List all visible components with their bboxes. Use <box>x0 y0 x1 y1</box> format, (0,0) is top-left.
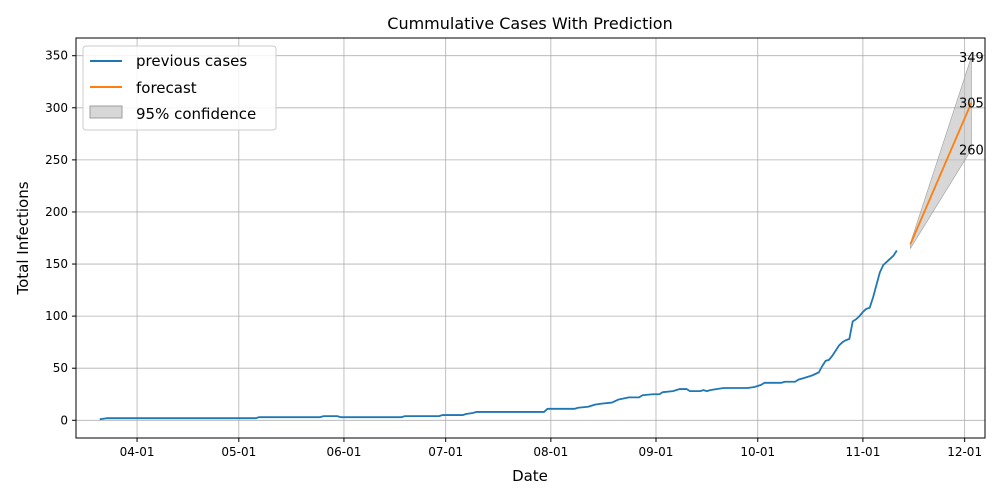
chart-title: Cummulative Cases With Prediction <box>387 14 672 33</box>
y-tick-label: 50 <box>53 361 68 375</box>
annotation-label: 349 <box>959 51 984 66</box>
confidence-band-layer <box>910 56 972 250</box>
series-layer <box>99 102 973 421</box>
y-tick-label: 0 <box>60 413 68 427</box>
legend-label-forecast: forecast <box>136 79 197 97</box>
x-axis-label: Date <box>512 467 548 485</box>
x-tick-label: 11-01 <box>845 445 880 459</box>
x-tick-label: 12-01 <box>947 445 982 459</box>
y-tick-label: 200 <box>45 205 68 219</box>
legend-box <box>82 45 277 131</box>
series-line-forecast <box>909 102 973 245</box>
y-tick-label: 350 <box>45 49 68 63</box>
grid-lines <box>76 38 985 438</box>
legend-label-confidence: 95% confidence <box>136 105 256 123</box>
y-tick-label: 300 <box>45 101 68 115</box>
annotation-label: 260 <box>959 143 984 158</box>
legend: previous cases forecast 95% confidence <box>82 45 277 131</box>
x-tick-label: 04-01 <box>120 445 155 459</box>
y-axis-ticks: 0 50 100 150 200 250 300 350 <box>45 49 76 427</box>
plot-frame <box>75 37 986 439</box>
annotation-label: 305 <box>959 97 984 112</box>
x-tick-label: 08-01 <box>533 445 568 459</box>
y-tick-label: 250 <box>45 153 68 167</box>
x-tick-label: 09-01 <box>639 445 674 459</box>
legend-swatch-confidence <box>89 105 123 119</box>
x-axis-ticks: 04-01 05-01 06-01 07-01 08-01 09-01 10-01 11-01… <box>120 438 982 459</box>
annotation-layer: 349 305 260 <box>959 51 984 159</box>
x-tick-label: 06-01 <box>327 445 362 459</box>
x-tick-label: 05-01 <box>221 445 256 459</box>
y-axis-label: Total Infections <box>14 181 32 295</box>
legend-label-previous-cases: previous cases <box>136 52 247 70</box>
x-tick-label: 07-01 <box>428 445 463 459</box>
confidence-band <box>910 56 972 250</box>
y-tick-label: 150 <box>45 257 68 271</box>
series-line-previous-cases <box>99 250 898 421</box>
x-tick-label: 10-01 <box>740 445 775 459</box>
y-tick-label: 100 <box>45 309 68 323</box>
